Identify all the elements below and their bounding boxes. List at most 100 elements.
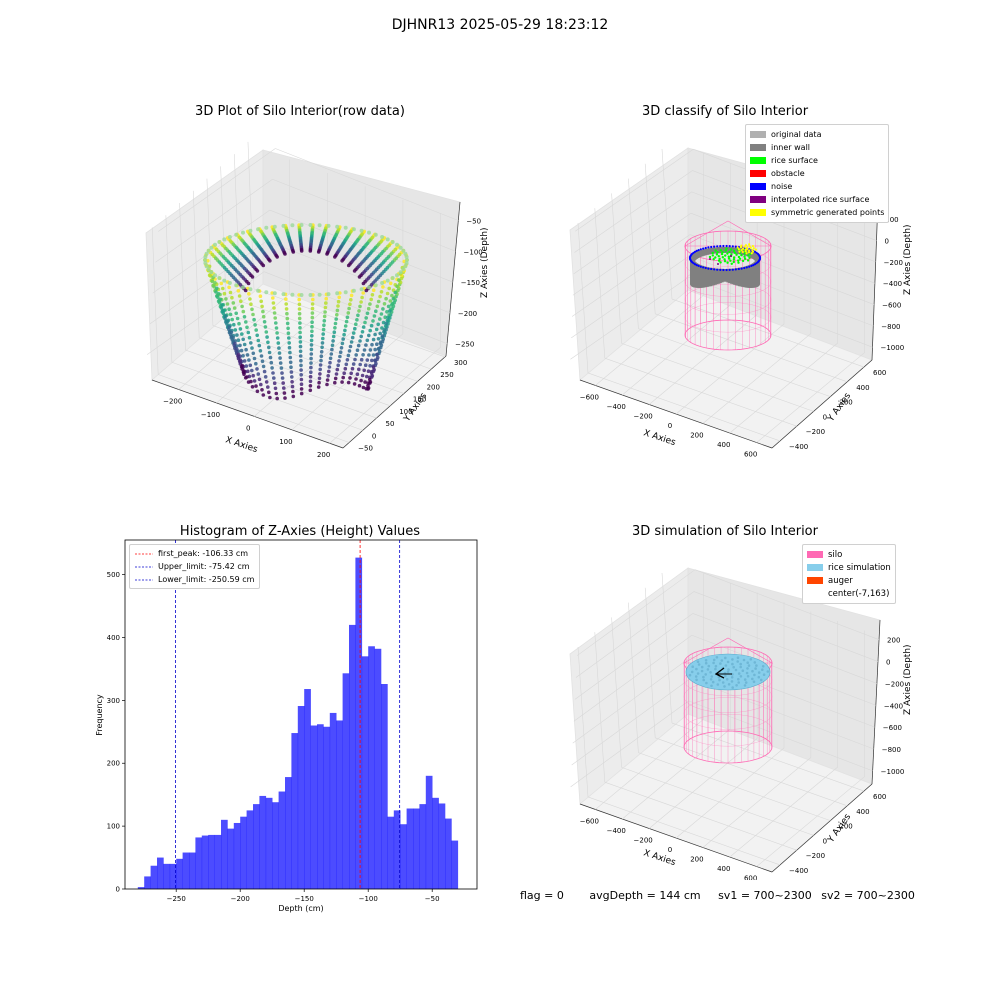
rice-surface-point — [730, 262, 733, 265]
data-point — [249, 341, 253, 345]
data-point — [335, 367, 340, 372]
rice-surface-point — [714, 249, 717, 252]
data-point — [297, 316, 302, 321]
data-point — [384, 296, 388, 301]
data-point — [225, 319, 230, 324]
z-axis-label: Z Axies (Depth) — [903, 224, 913, 295]
grid-line — [655, 737, 848, 807]
data-point — [285, 316, 290, 321]
x-tick-label: −200 — [634, 412, 653, 420]
data-point — [371, 353, 376, 357]
data-point — [327, 365, 332, 369]
data-point — [256, 288, 261, 293]
grid-line — [179, 203, 186, 351]
data-point — [381, 307, 385, 311]
silo-ring — [683, 713, 773, 747]
data-point — [346, 311, 351, 315]
symmetric-point — [744, 248, 747, 251]
data-point — [354, 322, 358, 326]
data-point — [261, 393, 266, 397]
data-point — [308, 223, 313, 227]
data-point — [376, 322, 380, 327]
data-point — [361, 325, 366, 329]
data-point — [319, 358, 323, 363]
grid-line — [571, 678, 690, 766]
axes-box — [569, 567, 881, 873]
histogram-bar — [413, 808, 420, 889]
rice-sim-point — [717, 675, 721, 679]
grid-line — [661, 149, 673, 300]
data-point — [291, 250, 296, 254]
histogram-bar — [214, 834, 222, 889]
grid-line — [572, 656, 691, 744]
noise-point — [719, 245, 722, 248]
panel3-title: Histogram of Z-Axies (Height) Values — [179, 524, 421, 539]
flag-text: flag = 0 — [520, 889, 564, 902]
data-point — [349, 298, 353, 302]
data-point — [290, 384, 295, 389]
data-point — [224, 297, 228, 301]
rice-surface-point — [732, 258, 736, 261]
histogram-bar — [176, 858, 183, 889]
grid-line — [688, 276, 873, 348]
silo-ring — [683, 697, 773, 730]
data-point — [351, 331, 356, 335]
data-point — [342, 332, 346, 337]
data-point — [386, 304, 391, 309]
histogram-bar — [400, 824, 407, 889]
data-point — [368, 328, 372, 333]
data-point — [218, 297, 223, 302]
rice-sim-point — [746, 674, 750, 678]
data-point — [362, 368, 366, 373]
data-point — [251, 373, 255, 378]
histogram-bar — [278, 791, 286, 889]
data-point — [233, 341, 237, 346]
data-point — [366, 381, 370, 385]
grid-line — [572, 212, 692, 296]
noise-point — [713, 245, 716, 248]
legend-item: rice surface — [750, 154, 884, 167]
data-point — [246, 281, 251, 286]
data-point — [380, 235, 385, 239]
data-point — [367, 333, 371, 338]
grid-line — [691, 191, 876, 263]
data-point — [261, 364, 266, 369]
data-point — [385, 291, 390, 296]
noise-point — [702, 247, 705, 250]
rice-surface-point — [741, 259, 745, 263]
data-point — [385, 310, 389, 314]
symmetric-point — [751, 245, 754, 248]
data-point — [264, 380, 269, 384]
x-tick-label: 600 — [744, 875, 757, 880]
data-point — [220, 303, 224, 307]
data-point — [299, 382, 304, 386]
noise-point — [752, 264, 755, 267]
rice-sim-point — [737, 681, 740, 684]
x-tick-label: 200 — [690, 856, 703, 864]
rice-sim-point — [710, 684, 713, 688]
data-point — [354, 353, 358, 357]
data-point — [227, 281, 232, 285]
rice-surface-point — [732, 256, 736, 259]
data-point — [289, 365, 293, 369]
noise-point — [731, 245, 734, 248]
data-point — [286, 326, 290, 331]
rice-sim-point — [705, 681, 708, 685]
rice-sim-point — [714, 664, 718, 668]
rice-surface-point — [743, 252, 746, 255]
data-point — [322, 319, 327, 323]
legend-line-swatch — [135, 566, 153, 567]
data-point — [206, 248, 211, 253]
histogram-bar — [425, 775, 433, 889]
data-point — [299, 377, 304, 382]
grid-line — [151, 227, 159, 375]
silo-roof — [683, 220, 773, 247]
rice-sim-point — [709, 678, 713, 681]
data-point — [228, 312, 233, 317]
data-point — [308, 384, 313, 388]
noise-point — [695, 249, 698, 252]
histogram-bar — [195, 837, 203, 889]
rice-sim-point — [755, 664, 758, 667]
noise-point — [728, 245, 731, 248]
data-point — [284, 302, 288, 306]
